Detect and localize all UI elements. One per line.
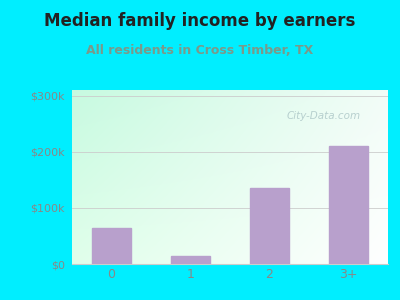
Bar xyxy=(92,227,131,264)
Bar xyxy=(250,188,289,264)
Text: City-Data.com: City-Data.com xyxy=(287,111,361,121)
Text: All residents in Cross Timber, TX: All residents in Cross Timber, TX xyxy=(86,44,314,56)
Bar xyxy=(171,256,210,264)
Text: Median family income by earners: Median family income by earners xyxy=(44,12,356,30)
Bar xyxy=(329,146,368,264)
